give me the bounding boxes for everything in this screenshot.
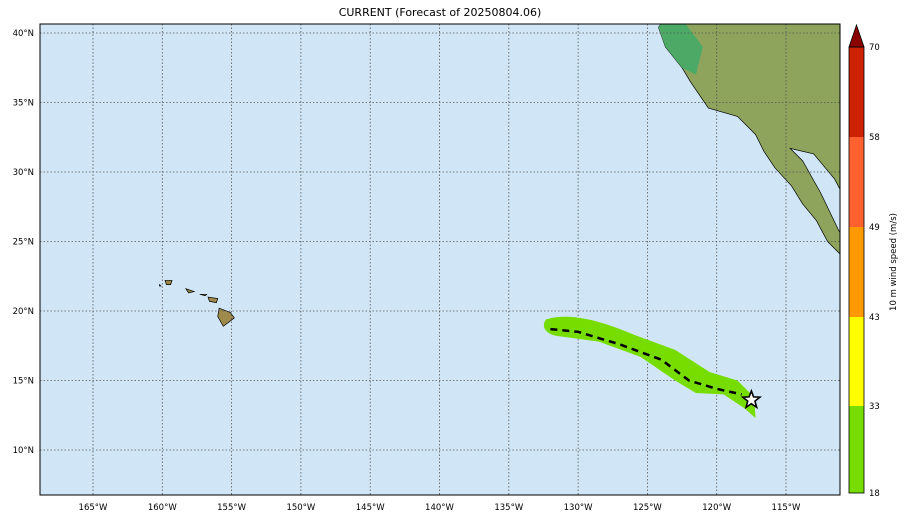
hawaii-island — [207, 296, 219, 304]
track-line — [550, 327, 742, 396]
colorbar-segment — [849, 317, 864, 406]
lat-tick-label: 25°N — [13, 238, 34, 248]
colorbar-tick-label: 70 — [869, 43, 880, 53]
colorbar-tick-label: 33 — [869, 402, 880, 412]
colorbar-segment — [849, 227, 864, 317]
colorbar: 18 33 43 49 58 70 — [848, 23, 880, 499]
lon-tick-label: 125°W — [633, 503, 662, 513]
lon-tick-label: 155°W — [217, 503, 246, 513]
colorbar-segment — [849, 137, 864, 227]
hawaii-island — [199, 293, 208, 297]
colorbar-extend-arrow — [848, 23, 865, 48]
lon-tick-label: 135°W — [494, 503, 523, 513]
wind-swath-area — [543, 316, 756, 419]
lon-tick-label: 165°W — [79, 503, 108, 513]
colorbar-tick-label: 18 — [869, 489, 880, 499]
colorbar-tick-label: 49 — [869, 223, 880, 233]
lat-tick-label: 35°N — [13, 99, 34, 109]
land-layer — [159, 24, 840, 327]
axis-ticks: 165°W 160°W 155°W 150°W 145°W 140°W 135°W 130°W… — [13, 29, 801, 513]
lon-tick-label: 160°W — [148, 503, 177, 513]
lat-tick-label: 20°N — [13, 307, 34, 317]
colorbar-outline — [848, 46, 865, 494]
hawaii-island — [217, 307, 235, 327]
wind-swath — [543, 316, 756, 419]
colorbar-segment — [849, 406, 864, 493]
lon-tick-label: 145°W — [356, 503, 385, 513]
colorbar-segment — [849, 47, 864, 137]
lat-tick-label: 10°N — [13, 446, 34, 456]
colorbar-label: 10 m wind speed (m/s) — [889, 213, 899, 311]
lat-tick-label: 15°N — [13, 377, 34, 387]
hawaii-island — [185, 288, 196, 294]
hawaii-island — [164, 280, 173, 285]
graticule — [40, 24, 840, 495]
lat-tick-label: 30°N — [13, 168, 34, 178]
colorbar-tick-label: 43 — [869, 313, 880, 323]
lon-tick-label: 115°W — [772, 503, 801, 513]
map-frame — [39, 23, 841, 496]
lat-tick-label: 40°N — [13, 29, 34, 39]
hawaii-island — [159, 283, 162, 287]
north-america-land — [658, 24, 840, 255]
lon-tick-label: 120°W — [702, 503, 731, 513]
california-valley — [658, 24, 703, 75]
storm-track — [550, 327, 763, 410]
star-icon — [740, 388, 763, 410]
lon-tick-label: 150°W — [286, 503, 315, 513]
colorbar-tick-label: 58 — [869, 133, 880, 143]
lon-tick-label: 130°W — [564, 503, 593, 513]
lon-tick-label: 140°W — [425, 503, 454, 513]
map-title: CURRENT (Forecast of 20250804.06) — [338, 6, 542, 19]
